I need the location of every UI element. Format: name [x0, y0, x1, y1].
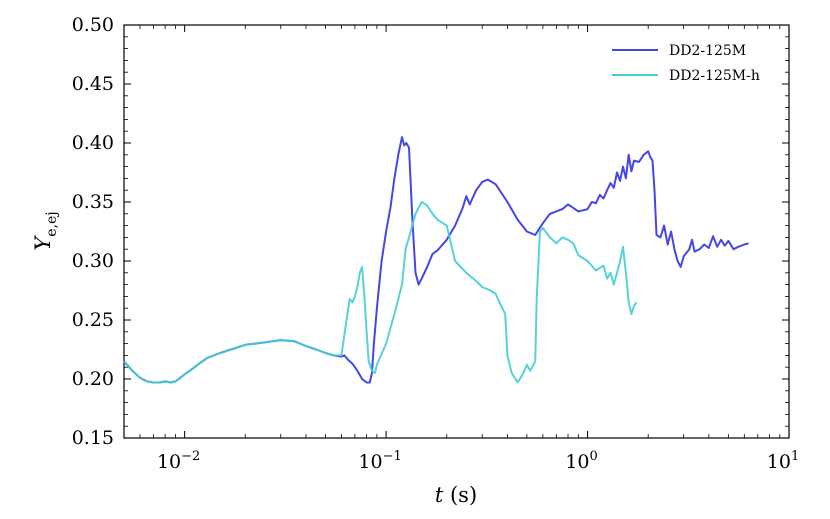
x-tick-label: 100 [565, 449, 597, 473]
x-tick-label: 10−1 [358, 449, 401, 473]
series-lines [123, 136, 749, 384]
legend: DD2-125M DD2-125M-h [612, 43, 760, 84]
y-tick-label: 0.30 [72, 250, 114, 272]
y-axis-label: Ye,ej [31, 211, 60, 250]
y-tick-label: 0.45 [72, 73, 114, 95]
y-tick-label: 0.15 [72, 427, 114, 449]
y-tick-label: 0.35 [72, 191, 114, 213]
y-tick-label: 0.20 [72, 368, 114, 390]
axis-tick-labels: 0.15 0.20 0.25 0.30 0.35 0.40 0.45 0.50 10−2 10−1… [72, 14, 800, 473]
y-tick-label: 0.50 [72, 14, 114, 36]
plot-frame [123, 24, 790, 439]
y-tick-label: 0.25 [72, 309, 114, 331]
x-tick-label: 10−2 [157, 449, 200, 473]
x-axis-label: t (s) [435, 483, 477, 507]
axis-ticks [124, 24, 790, 439]
legend-label: DD2-125M [669, 43, 746, 59]
series-line-2 [123, 201, 638, 384]
y-tick-label: 0.40 [72, 132, 114, 154]
legend-label: DD2-125M-h [669, 68, 760, 84]
x-tick-label: 101 [767, 449, 799, 473]
series-line-1 [123, 136, 749, 384]
